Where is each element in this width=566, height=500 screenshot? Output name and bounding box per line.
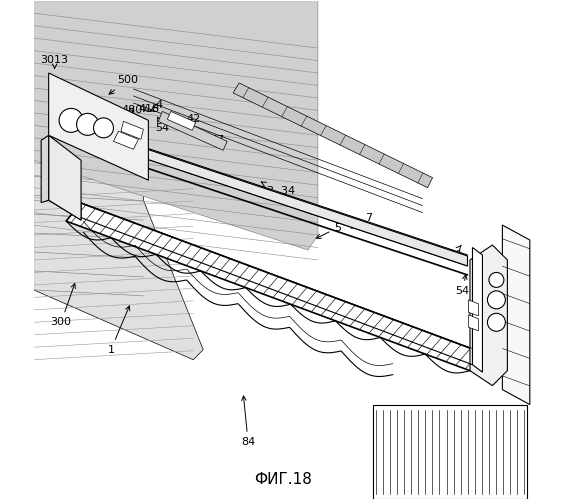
- Polygon shape: [158, 112, 227, 150]
- Circle shape: [487, 314, 505, 332]
- Text: 7: 7: [351, 212, 372, 228]
- Polygon shape: [49, 73, 148, 180]
- Polygon shape: [473, 248, 482, 372]
- Polygon shape: [168, 112, 196, 130]
- Circle shape: [489, 272, 504, 287]
- Polygon shape: [121, 122, 143, 140]
- Polygon shape: [469, 300, 478, 316]
- Text: ФИГ.18: ФИГ.18: [254, 472, 312, 487]
- Text: 3013: 3013: [41, 54, 68, 68]
- Polygon shape: [470, 245, 507, 386]
- Polygon shape: [49, 136, 81, 220]
- Text: 531: 531: [442, 245, 463, 260]
- Text: 500: 500: [109, 76, 138, 94]
- Circle shape: [59, 108, 83, 132]
- Polygon shape: [41, 136, 49, 202]
- Circle shape: [93, 118, 113, 138]
- Text: 54: 54: [155, 117, 169, 133]
- Polygon shape: [503, 225, 530, 404]
- Polygon shape: [34, 0, 203, 360]
- Text: 33, 34: 33, 34: [260, 182, 295, 196]
- Polygon shape: [49, 116, 468, 266]
- Text: 8: 8: [151, 104, 158, 115]
- Text: 4: 4: [153, 100, 163, 110]
- Polygon shape: [49, 182, 81, 220]
- Text: 42: 42: [179, 114, 200, 124]
- Circle shape: [487, 291, 505, 309]
- Polygon shape: [34, 0, 318, 250]
- Text: 1: 1: [108, 306, 130, 354]
- Circle shape: [76, 114, 98, 136]
- Text: 4: 4: [473, 260, 483, 278]
- Text: 5: 5: [316, 222, 341, 238]
- Text: 480: 480: [122, 106, 143, 116]
- Polygon shape: [373, 404, 528, 500]
- Text: 84: 84: [241, 396, 255, 447]
- Polygon shape: [66, 203, 485, 370]
- Text: 41: 41: [139, 104, 153, 115]
- Text: 54: 54: [456, 274, 470, 296]
- Text: 300: 300: [50, 284, 75, 328]
- Polygon shape: [233, 83, 432, 188]
- Text: 47: 47: [201, 133, 224, 145]
- Polygon shape: [469, 315, 478, 331]
- Polygon shape: [113, 132, 139, 150]
